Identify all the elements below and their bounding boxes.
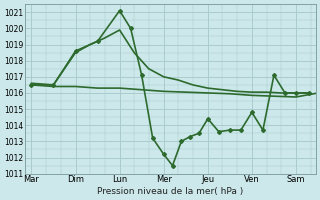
X-axis label: Pression niveau de la mer( hPa ): Pression niveau de la mer( hPa ) (97, 187, 244, 196)
